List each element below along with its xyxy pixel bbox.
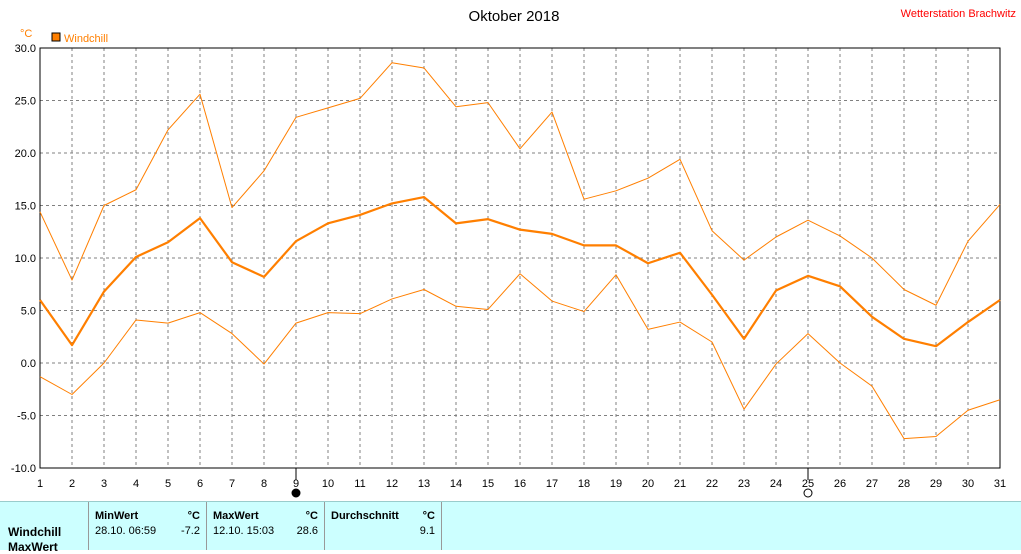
station-name: Wetterstation Brachwitz (901, 8, 1016, 20)
x-tick-label: 12 (386, 478, 398, 490)
min-value: -7.2 (181, 525, 200, 537)
min-header: MinWert (95, 510, 139, 522)
x-tick-label: 30 (962, 478, 974, 490)
chart-title: Oktober 2018 (469, 8, 560, 25)
min-time: 28.10. 06:59 (95, 525, 157, 537)
max-value: 28.6 (296, 525, 318, 537)
min-column: MinWert °C 28.10. 06:59 -7.2 (88, 502, 206, 550)
x-tick-label: 1 (37, 478, 43, 490)
x-tick-label: 4 (133, 478, 139, 490)
x-tick-label: 13 (418, 478, 430, 490)
x-tick-label: 7 (229, 478, 235, 490)
series-lines (39, 62, 1001, 440)
x-tick-label: 20 (642, 478, 654, 490)
x-tick-label: 14 (450, 478, 462, 490)
stats-table: Windchill MaxWert MinWert °C 28.10. 06:5… (0, 501, 1021, 554)
row-label-maxwert: MaxWert (8, 540, 58, 554)
x-axis: 1 2 3 4 5 6 7 8 9 10 11 12 13 14 15 16 17 18 19 20 21 22 23 24 2… (37, 478, 1006, 490)
min-unit: °C (187, 510, 200, 522)
avg-unit: °C (422, 510, 435, 522)
series-line-max (39, 62, 1001, 306)
x-tick-label: 15 (482, 478, 494, 490)
y-axis: 30.0 25.0 20.0 15.0 10.0 5.0 0.0 -5.0 -10.0 (11, 43, 36, 475)
y-tick-label: 20.0 (15, 148, 36, 160)
series-line-mean (39, 196, 1001, 348)
legend: Windchill (51, 32, 108, 45)
y-tick-label: -5.0 (17, 411, 36, 423)
full-moon-icon (291, 488, 301, 498)
x-tick-label: 2 (69, 478, 75, 490)
x-tick-label: 28 (898, 478, 910, 490)
max-time: 12.10. 15:03 (213, 525, 275, 537)
x-tick-label: 23 (738, 478, 750, 490)
x-tick-label: 16 (514, 478, 526, 490)
x-tick-label: 3 (101, 478, 107, 490)
x-tick-label: 29 (930, 478, 942, 490)
avg-value: 9.1 (419, 525, 435, 537)
y-tick-label: 5.0 (21, 306, 36, 318)
x-tick-label: 17 (546, 478, 558, 490)
x-tick-label: 11 (354, 478, 365, 490)
x-tick-label: 31 (994, 478, 1006, 490)
y-axis-unit: °C (20, 28, 32, 40)
x-tick-label: 19 (610, 478, 622, 490)
y-tick-label: 0.0 (21, 358, 36, 370)
chart: Oktober 2018 Wetterstation Brachwitz °C … (11, 8, 1016, 498)
plot-frame (39, 47, 1001, 469)
legend-label: Windchill (64, 33, 108, 45)
x-tick-label: 8 (261, 478, 267, 490)
x-tick-label: 9 (293, 478, 299, 490)
x-tick-label: 21 (674, 478, 686, 490)
avg-header: Durchschnitt (331, 510, 399, 522)
y-tick-label: 30.0 (15, 43, 36, 55)
x-tick-label: 22 (706, 478, 718, 490)
moon-markers (291, 468, 813, 498)
y-tick-label: 25.0 (15, 96, 36, 108)
x-tick-label: 27 (866, 478, 878, 490)
y-tick-label: 10.0 (15, 253, 36, 265)
x-tick-label: 18 (578, 478, 590, 490)
x-tick-label: 10 (322, 478, 334, 490)
y-tick-label: -10.0 (11, 463, 36, 475)
x-tick-label: 26 (834, 478, 846, 490)
y-tick-label: 15.0 (15, 201, 36, 213)
x-tick-label: 24 (770, 478, 782, 490)
new-moon-icon (803, 488, 813, 498)
x-tick-label: 25 (802, 478, 814, 490)
max-header: MaxWert (213, 510, 259, 522)
legend-swatch (51, 32, 61, 42)
row-label-windchill: Windchill (8, 525, 62, 539)
x-tick-label: 5 (165, 478, 171, 490)
series-line-min (39, 273, 1001, 440)
max-column: MaxWert °C 12.10. 15:03 28.6 (206, 502, 324, 550)
grid (40, 48, 1000, 468)
max-unit: °C (305, 510, 318, 522)
avg-column: Durchschnitt °C 9.1 (324, 502, 442, 550)
x-tick-label: 6 (197, 478, 203, 490)
